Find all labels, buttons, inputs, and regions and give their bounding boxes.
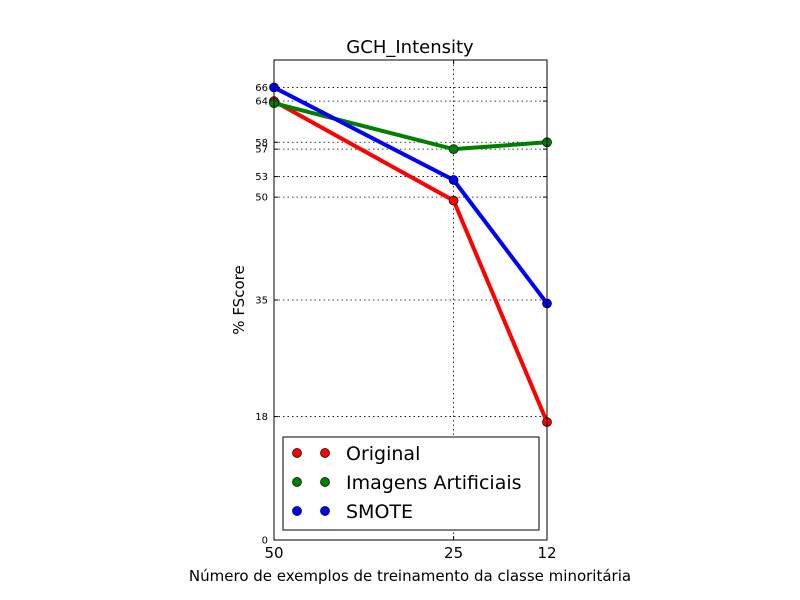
y-tick-label: 53 — [255, 172, 268, 183]
y-tick-label: 18 — [255, 412, 268, 423]
y-tick-label: 50 — [255, 193, 268, 204]
legend-marker-smote — [320, 506, 330, 516]
x-tick-label: 50 — [264, 544, 283, 562]
series-line-smote — [273, 85, 549, 305]
data-point-smote — [448, 175, 459, 185]
x-axis-label: Número de exemplos de treinamento da cla… — [189, 567, 631, 585]
legend-label-original: Original — [346, 443, 420, 465]
legend-label-smote: SMOTE — [346, 501, 413, 523]
legend-marker-imagens-artificiais — [292, 477, 302, 487]
y-tick-label: 66 — [255, 83, 268, 94]
legend-marker-smote — [292, 506, 302, 516]
chart-title: GCH_Intensity — [346, 37, 474, 58]
data-point-original — [448, 195, 459, 206]
legend-marker-original — [320, 448, 330, 458]
legend-marker-imagens-artificiais — [320, 477, 330, 487]
data-point-imagens-artificiais — [448, 144, 459, 154]
y-tick-label: 57 — [255, 145, 268, 156]
y-tick-label: 58 — [255, 138, 268, 149]
y-tick-label: 35 — [255, 296, 268, 307]
x-tick-label: 12 — [537, 544, 556, 562]
plot-area-frame — [273, 59, 548, 541]
legend: Original Imagens Artificiais SMOTE — [282, 436, 540, 531]
legend-label-imagens-artificiais: Imagens Artificiais — [346, 472, 522, 494]
series-layer — [269, 82, 552, 427]
legend-marker-original — [292, 448, 302, 458]
x-tick-label: 25 — [444, 544, 463, 562]
y-axis-label: % FScore — [230, 265, 248, 334]
y-tick-label: 0 — [262, 536, 268, 547]
y-tick-label: 64 — [255, 97, 268, 108]
